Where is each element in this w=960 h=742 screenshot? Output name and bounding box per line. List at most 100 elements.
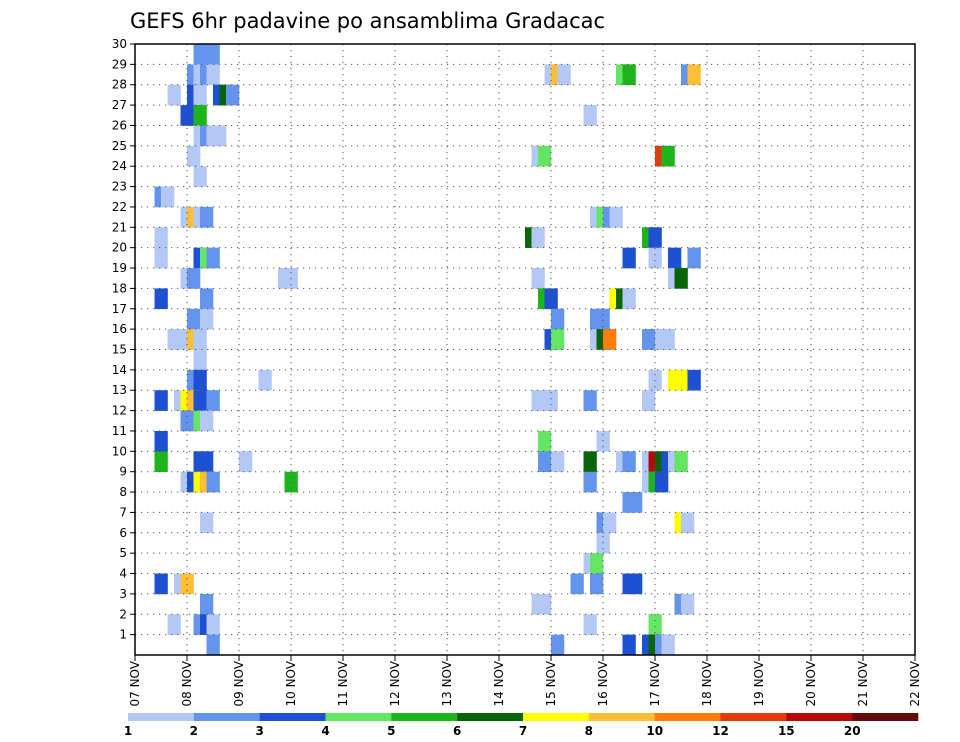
heatmap-cell <box>200 206 214 228</box>
heatmap-cell <box>687 64 701 86</box>
heatmap-cell <box>154 227 168 248</box>
heatmap-cell <box>687 369 701 391</box>
heatmap-cell <box>583 614 597 635</box>
colorbar-label: 2 <box>190 724 198 738</box>
x-tick-label: 10 NOV <box>284 660 298 706</box>
heatmap-cell <box>551 329 565 350</box>
x-tick-label: 17 NOV <box>648 660 662 706</box>
x-tick-label: 07 NOV <box>128 660 142 706</box>
heatmap-cell <box>557 64 571 86</box>
heatmap-cell <box>538 430 552 452</box>
heatmap-cell <box>531 268 545 289</box>
y-tick-label: 17 <box>112 302 127 316</box>
heatmap-cell <box>193 166 207 187</box>
heatmap-cell <box>603 329 617 350</box>
x-tick-label: 21 NOV <box>856 660 870 706</box>
heatmap-cell <box>551 308 565 330</box>
heatmap-cell <box>206 390 220 411</box>
y-axis: 1234567891011121314151617181920212223242… <box>112 37 135 642</box>
heatmap-cell <box>180 573 194 595</box>
heatmap-cell <box>590 573 604 595</box>
colorbar-label: 1 <box>124 724 132 738</box>
heatmap-cell <box>180 410 194 432</box>
heatmap-cell <box>642 390 656 411</box>
y-tick-label: 14 <box>112 363 127 377</box>
colorbar-label: 6 <box>453 724 461 738</box>
colorbar-swatch <box>193 713 260 721</box>
heatmap-cell <box>622 64 636 86</box>
heatmap-cell <box>206 471 220 493</box>
y-tick-label: 9 <box>119 465 127 479</box>
x-tick-label: 19 NOV <box>752 660 766 706</box>
y-tick-label: 13 <box>112 383 127 397</box>
y-tick-label: 26 <box>112 118 127 132</box>
grid-lines <box>135 44 915 655</box>
heatmap-cell <box>200 410 214 432</box>
heatmap-cell <box>167 329 181 350</box>
y-tick-label: 27 <box>112 98 127 112</box>
y-tick-label: 23 <box>112 180 127 194</box>
colorbar-swatch <box>523 713 590 721</box>
colorbar-label: 7 <box>519 724 527 738</box>
heatmap-cell <box>622 247 636 269</box>
y-tick-label: 22 <box>112 200 127 214</box>
heatmap-cell <box>583 471 597 493</box>
colorbar: 1 2 3 4 5 6 7 8 10 12 15 20 <box>124 713 919 738</box>
heatmap-cell <box>629 573 643 595</box>
heatmap-cell <box>551 634 565 656</box>
heatmap-cell <box>239 451 253 472</box>
colorbar-swatch <box>325 713 392 721</box>
heatmap-cell <box>206 64 220 86</box>
y-tick-label: 30 <box>112 37 127 51</box>
heatmap-cell <box>200 593 214 615</box>
y-tick-label: 3 <box>119 587 127 601</box>
heatmap-cell <box>674 268 688 289</box>
x-tick-label: 20 NOV <box>804 660 818 706</box>
heatmap-cell <box>538 451 552 472</box>
heatmap-cell <box>200 512 214 534</box>
y-tick-label: 28 <box>112 78 127 92</box>
heatmap-cell <box>206 634 220 656</box>
heatmap-cell <box>206 614 220 635</box>
x-tick-label: 16 NOV <box>596 660 610 706</box>
y-tick-label: 11 <box>112 424 127 438</box>
y-tick-label: 19 <box>112 261 127 275</box>
y-tick-label: 8 <box>119 485 127 499</box>
x-tick-label: 08 NOV <box>180 660 194 706</box>
y-tick-label: 1 <box>119 628 127 642</box>
colorbar-swatch <box>786 713 853 721</box>
heatmap-cell <box>167 84 181 106</box>
x-tick-label: 18 NOV <box>700 660 714 706</box>
colorbar-swatch <box>457 713 524 721</box>
heatmap-cell <box>596 308 610 330</box>
heatmap-cell <box>193 349 207 371</box>
y-tick-label: 2 <box>119 607 127 621</box>
heatmap-cell <box>648 247 662 269</box>
heatmap-cell <box>681 512 695 534</box>
heatmap-cell <box>206 44 220 65</box>
heatmap-cell <box>258 369 272 391</box>
heatmap-cell <box>622 451 636 472</box>
y-tick-label: 6 <box>119 526 127 540</box>
y-tick-label: 12 <box>112 404 127 418</box>
x-tick-label: 09 NOV <box>232 660 246 706</box>
heatmap-cell <box>187 145 201 167</box>
colorbar-swatch <box>259 713 326 721</box>
x-tick-label: 13 NOV <box>440 660 454 706</box>
y-tick-label: 4 <box>119 567 127 581</box>
heatmap-cell <box>200 308 214 330</box>
heatmap-cell <box>154 573 168 595</box>
colorbar-label: 20 <box>844 724 861 738</box>
heatmap-cell <box>661 329 675 350</box>
colorbar-label: 10 <box>646 724 663 738</box>
heatmap-cell <box>661 145 675 167</box>
heatmap-cell <box>544 390 558 411</box>
colorbar-label: 15 <box>778 724 795 738</box>
heatmap-cell <box>167 614 181 635</box>
x-tick-label: 11 NOV <box>336 660 350 706</box>
colorbar-swatch <box>391 713 458 721</box>
x-axis: 07 NOV 08 NOV 09 NOV 10 NOV 11 NOV 12 NOV 13 N… <box>128 655 922 707</box>
heatmap-cell <box>193 105 207 126</box>
heatmap-cell <box>193 369 207 391</box>
colorbar-label: 4 <box>321 724 329 738</box>
